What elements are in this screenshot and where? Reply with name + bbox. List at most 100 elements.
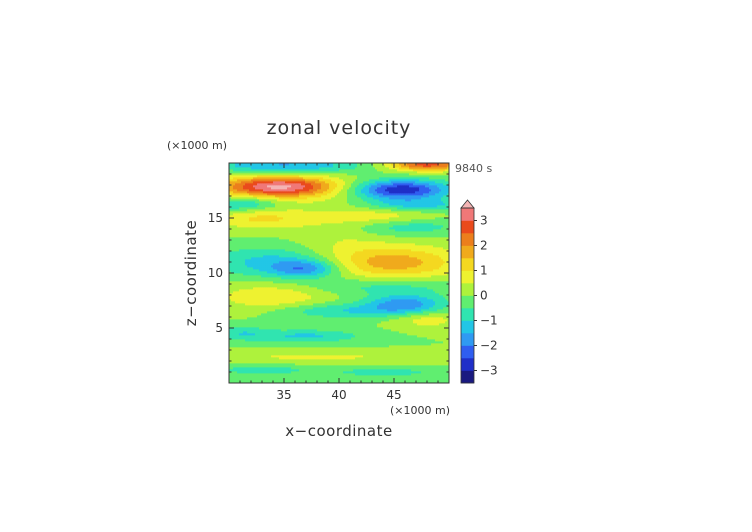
field-cell bbox=[413, 365, 416, 368]
field-cell bbox=[277, 381, 280, 383]
field-cell bbox=[267, 365, 270, 368]
field-cell bbox=[405, 323, 408, 326]
field-cell bbox=[351, 305, 354, 308]
field-cell bbox=[313, 341, 316, 344]
field-cell bbox=[387, 367, 390, 370]
field-cell bbox=[363, 307, 366, 310]
field-cell bbox=[235, 349, 238, 352]
field-cell bbox=[407, 327, 410, 330]
field-cell bbox=[385, 323, 388, 326]
field-cell bbox=[349, 369, 352, 372]
field-cell bbox=[293, 349, 296, 352]
field-cell bbox=[441, 371, 444, 374]
field-cell bbox=[277, 319, 280, 322]
field-cell bbox=[231, 341, 234, 344]
field-cell bbox=[259, 349, 262, 352]
field-cell bbox=[359, 329, 362, 332]
field-cell bbox=[397, 351, 400, 354]
field-cell bbox=[255, 321, 258, 324]
field-cell bbox=[347, 323, 350, 326]
field-cell bbox=[395, 315, 398, 318]
field-cell bbox=[239, 343, 242, 346]
field-cell bbox=[443, 321, 446, 324]
field-cell bbox=[259, 339, 262, 342]
field-cell bbox=[395, 347, 398, 350]
field-cell bbox=[337, 333, 340, 336]
field-cell bbox=[253, 369, 256, 372]
field-cell bbox=[255, 303, 258, 306]
field-cell bbox=[237, 379, 240, 382]
field-cell bbox=[431, 297, 434, 300]
field-cell bbox=[357, 327, 360, 330]
field-cell bbox=[345, 355, 348, 358]
field-cell bbox=[421, 331, 424, 334]
field-cell bbox=[439, 361, 442, 364]
field-cell bbox=[305, 351, 308, 354]
field-cell bbox=[321, 353, 324, 356]
field-cell bbox=[363, 357, 366, 360]
field-cell bbox=[265, 313, 268, 316]
field-cell bbox=[357, 363, 360, 366]
field-cell bbox=[387, 341, 390, 344]
field-cell bbox=[233, 353, 236, 356]
field-cell bbox=[429, 337, 432, 340]
field-cell bbox=[279, 371, 282, 374]
field-cell bbox=[243, 317, 246, 320]
field-cell bbox=[241, 343, 244, 346]
field-cell bbox=[275, 297, 278, 300]
field-cell bbox=[331, 317, 334, 320]
field-cell bbox=[399, 299, 402, 302]
field-cell bbox=[399, 293, 402, 296]
field-cell bbox=[363, 297, 366, 300]
field-cell bbox=[241, 313, 244, 316]
field-cell bbox=[303, 345, 306, 348]
field-cell bbox=[335, 371, 338, 374]
field-cell bbox=[447, 321, 449, 324]
field-cell bbox=[295, 313, 298, 316]
field-cell bbox=[251, 335, 254, 338]
field-cell bbox=[361, 371, 364, 374]
field-cell bbox=[319, 375, 322, 378]
field-cell bbox=[401, 351, 404, 354]
field-cell bbox=[421, 299, 424, 302]
field-cell bbox=[429, 369, 432, 372]
field-cell bbox=[437, 313, 440, 316]
field-cell bbox=[301, 381, 304, 383]
field-cell bbox=[313, 293, 316, 296]
field-cell bbox=[241, 323, 244, 326]
field-cell bbox=[287, 359, 290, 362]
field-cell bbox=[421, 307, 424, 310]
field-cell bbox=[397, 353, 400, 356]
field-cell bbox=[325, 339, 328, 342]
field-cell bbox=[353, 367, 356, 370]
field-cell bbox=[247, 291, 250, 294]
field-cell bbox=[391, 323, 394, 326]
field-cell bbox=[403, 365, 406, 368]
field-cell bbox=[343, 345, 346, 348]
field-cell bbox=[327, 313, 330, 316]
field-cell bbox=[251, 299, 254, 302]
field-cell bbox=[371, 367, 374, 370]
field-cell bbox=[323, 357, 326, 360]
field-cell bbox=[443, 333, 446, 336]
field-cell bbox=[395, 325, 398, 328]
field-cell bbox=[335, 333, 338, 336]
field-cell bbox=[375, 351, 378, 354]
field-cell bbox=[369, 371, 372, 374]
field-cell bbox=[257, 377, 260, 380]
field-cell bbox=[391, 295, 394, 298]
field-cell bbox=[409, 339, 412, 342]
field-cell bbox=[397, 373, 400, 376]
field-cell bbox=[307, 351, 310, 354]
field-cell bbox=[397, 331, 400, 334]
field-cell bbox=[267, 307, 270, 310]
field-cell bbox=[349, 341, 352, 344]
field-cell bbox=[253, 343, 256, 346]
field-cell bbox=[331, 353, 334, 356]
field-cell bbox=[279, 345, 282, 348]
field-cell bbox=[321, 347, 324, 350]
field-cell bbox=[305, 333, 308, 336]
field-cell bbox=[399, 323, 402, 326]
field-cell bbox=[431, 317, 434, 320]
field-cell bbox=[395, 313, 398, 316]
